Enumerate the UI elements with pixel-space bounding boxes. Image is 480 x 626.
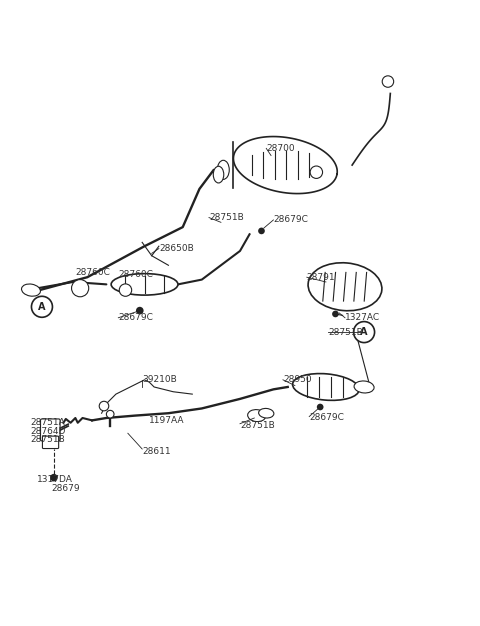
Circle shape <box>50 474 58 481</box>
FancyBboxPatch shape <box>42 436 59 449</box>
Text: 28700: 28700 <box>266 144 295 153</box>
Text: 28751B: 28751B <box>30 436 65 444</box>
Text: 28611: 28611 <box>142 447 171 456</box>
Ellipse shape <box>111 274 178 295</box>
Circle shape <box>310 166 323 178</box>
Text: 28679C: 28679C <box>274 215 308 225</box>
Text: 1197AA: 1197AA <box>149 416 185 425</box>
Text: 28751B: 28751B <box>240 421 275 429</box>
Circle shape <box>72 280 89 297</box>
Circle shape <box>32 296 52 317</box>
Circle shape <box>354 322 374 342</box>
Ellipse shape <box>213 167 224 183</box>
Text: 28751B: 28751B <box>328 327 363 337</box>
Text: 28679C: 28679C <box>118 313 153 322</box>
Circle shape <box>107 411 114 418</box>
Text: A: A <box>38 302 46 312</box>
Text: 1317DA: 1317DA <box>37 475 73 483</box>
Ellipse shape <box>308 263 382 310</box>
Text: 28679: 28679 <box>51 484 80 493</box>
Ellipse shape <box>293 374 359 401</box>
Text: 28791: 28791 <box>307 273 336 282</box>
FancyBboxPatch shape <box>40 419 60 441</box>
Text: 28950: 28950 <box>283 376 312 384</box>
Circle shape <box>258 228 265 234</box>
Ellipse shape <box>354 381 374 393</box>
Ellipse shape <box>248 409 266 421</box>
Circle shape <box>119 284 132 296</box>
Text: 28764D: 28764D <box>30 427 65 436</box>
Ellipse shape <box>22 284 40 296</box>
Text: 28679C: 28679C <box>309 414 344 423</box>
Circle shape <box>99 401 109 411</box>
Text: 28760C: 28760C <box>75 268 110 277</box>
Circle shape <box>332 310 339 317</box>
Text: 39210B: 39210B <box>142 376 177 384</box>
Text: A: A <box>360 327 368 337</box>
Text: 28751B: 28751B <box>209 213 244 222</box>
Circle shape <box>136 307 144 314</box>
Polygon shape <box>233 136 337 193</box>
Ellipse shape <box>217 160 229 180</box>
Ellipse shape <box>259 408 274 418</box>
Text: 1327AC: 1327AC <box>345 313 380 322</box>
Text: 28751A: 28751A <box>30 418 65 428</box>
Text: 28650B: 28650B <box>159 244 193 253</box>
Circle shape <box>317 404 324 411</box>
Text: 28760C: 28760C <box>118 270 153 279</box>
